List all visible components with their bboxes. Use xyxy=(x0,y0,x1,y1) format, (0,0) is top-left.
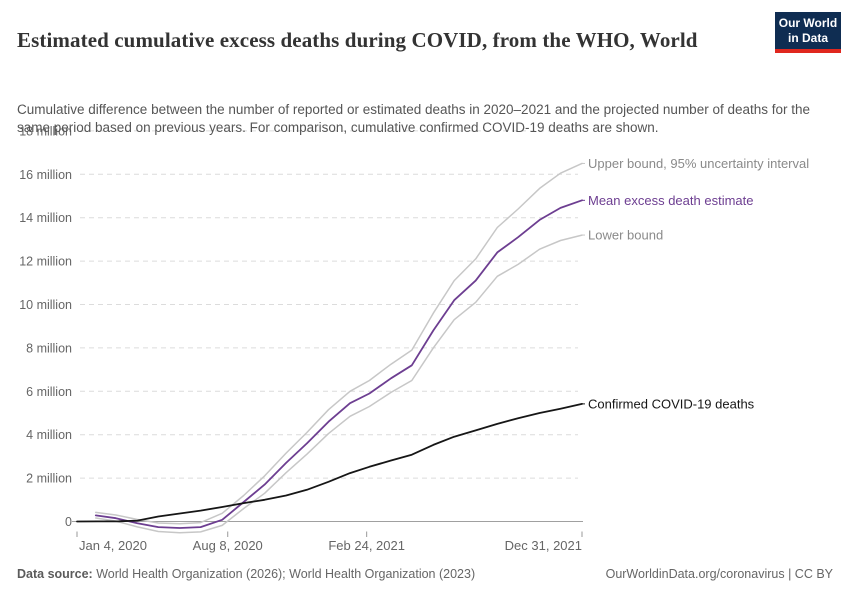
series-line-confirmed-covid-19-deaths xyxy=(76,402,583,523)
y-axis-label: 16 million xyxy=(19,168,72,182)
series-label-lower-bound: Lower bound xyxy=(588,228,663,243)
y-axis-label: 18 million xyxy=(19,124,72,138)
chart-subtitle: Cumulative difference between the number… xyxy=(17,101,811,136)
owid-logo-line2: in Data xyxy=(787,30,828,45)
x-axis-label: Feb 24, 2021 xyxy=(328,538,405,553)
owid-logo: Our World in Data xyxy=(775,12,841,53)
series-line-upper-bound xyxy=(95,162,583,525)
y-axis-label: 2 million xyxy=(26,472,72,486)
chart-footer: Data source: World Health Organization (… xyxy=(17,567,833,581)
series-label-mean-excess-death-estimate: Mean excess death estimate xyxy=(588,193,753,208)
data-source-label: Data source: xyxy=(17,567,93,581)
y-axis-label: 12 million xyxy=(19,255,72,269)
y-axis-label: 4 million xyxy=(26,428,72,442)
series-line-mean-excess-death-estimate xyxy=(94,199,583,529)
data-source-text: World Health Organization (2026); World … xyxy=(92,567,476,581)
chart-title: Estimated cumulative excess deaths durin… xyxy=(17,28,698,53)
y-axis-label: 0 xyxy=(65,515,72,529)
x-axis-label: Aug 8, 2020 xyxy=(193,538,263,553)
owid-logo-line1: Our World xyxy=(778,15,838,30)
series-label-upper-bound: Upper bound, 95% uncertainty interval xyxy=(588,156,809,171)
y-axis-label: 14 million xyxy=(19,211,72,225)
x-axis-label: Dec 31, 2021 xyxy=(505,538,582,553)
series-label-confirmed-covid-19-deaths: Confirmed COVID-19 deaths xyxy=(588,396,755,411)
y-axis-label: 10 million xyxy=(19,298,72,312)
x-axis-label: Jan 4, 2020 xyxy=(79,538,147,553)
y-axis-label: 8 million xyxy=(26,341,72,355)
data-source-note: Data source: World Health Organization (… xyxy=(17,567,475,581)
series-line-lower-bound xyxy=(95,234,583,534)
y-axis-label: 6 million xyxy=(26,385,72,399)
credit-link[interactable]: OurWorldinData.org/coronavirus | CC BY xyxy=(605,567,833,581)
